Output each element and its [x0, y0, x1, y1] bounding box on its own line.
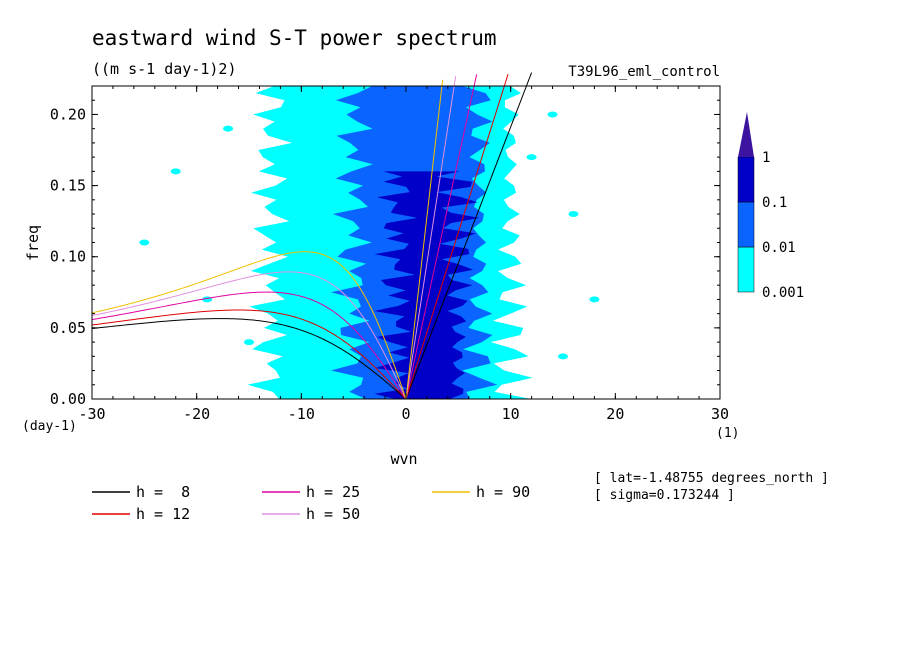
colorbar-box	[737, 246, 755, 293]
kelvin-curve-h50	[405, 75, 457, 400]
x-axis-label: wvn	[390, 450, 417, 468]
contour-band-01	[373, 171, 480, 399]
y-tick-label: 0.05	[50, 319, 86, 337]
colorbar-triangle	[738, 112, 754, 157]
dispersion-curves	[91, 72, 533, 400]
legend-label: h = 8	[136, 483, 190, 501]
contour-speckle	[589, 296, 600, 303]
latitude-annotation: [ lat=-1.48755 degrees_north ]	[594, 471, 829, 486]
y-unit-label: (day-1)	[22, 419, 77, 434]
rossby-curve-h25	[91, 291, 407, 400]
x-unit-label: (1)	[716, 426, 739, 441]
colorbar-label: 1	[762, 150, 770, 166]
rossby-curve-h8	[91, 318, 407, 400]
x-tick-label: -20	[183, 405, 210, 423]
kelvin-curve-h12	[405, 74, 509, 400]
kelvin-curve-h25	[405, 74, 478, 400]
run-label: T39L96_eml_control	[568, 64, 720, 80]
legend-label: h = 25	[306, 483, 360, 501]
x-tick-label: 20	[606, 405, 624, 423]
colorbar-box	[737, 201, 755, 248]
contour-speckle	[547, 111, 558, 118]
x-tick-label: 30	[711, 405, 729, 423]
sigma-annotation: [ sigma=0.173244 ]	[594, 488, 735, 503]
chart-subtitle: ((m s-1 day-1)2)	[92, 60, 237, 78]
x-tick-label: -30	[78, 405, 105, 423]
x-tick-label: 0	[401, 405, 410, 423]
colorbar-label: 0.001	[762, 285, 804, 301]
rossby-curve-h90	[91, 251, 407, 400]
y-tick-label: 0.10	[50, 248, 86, 266]
rossby-curve-h12	[91, 309, 407, 400]
rossby-curve-h50	[91, 271, 407, 400]
contour-speckle	[526, 154, 537, 161]
colorbar-box	[737, 156, 755, 203]
legend-label: h = 50	[306, 505, 360, 523]
kelvin-curve-h8	[405, 72, 533, 400]
contour-speckle	[139, 239, 150, 246]
kelvin-curve-h90	[405, 79, 444, 400]
colorbar-label: 0.1	[762, 195, 787, 211]
contour-speckle	[223, 125, 234, 132]
legend: h = 8 h = 12 h = 25 h = 50 h = 90	[92, 483, 530, 523]
x-tick-label: -10	[288, 405, 315, 423]
colorbar-label: 0.01	[762, 240, 796, 256]
contour-speckle	[558, 353, 568, 360]
contour-speckle	[170, 168, 181, 175]
y-tick-label: 0.15	[50, 177, 86, 195]
y-tick-label: 0.20	[50, 105, 86, 123]
contour-speckle	[568, 211, 579, 218]
axis-ticks: -30 -20 -10 0 10 20 30 0.00 0.05 0.10 0.15 0.20	[50, 86, 729, 423]
y-tick-label: 0.00	[50, 390, 86, 408]
contour-speckle	[244, 339, 254, 346]
legend-label: h = 12	[136, 505, 190, 523]
legend-label: h = 90	[476, 483, 530, 501]
power-contours	[139, 86, 600, 399]
y-axis-label: freq	[24, 225, 42, 261]
chart-title: eastward wind S-T power spectrum	[92, 26, 497, 50]
colorbar: 0.001 0.01 0.1 1	[737, 112, 804, 301]
x-tick-label: 10	[502, 405, 520, 423]
